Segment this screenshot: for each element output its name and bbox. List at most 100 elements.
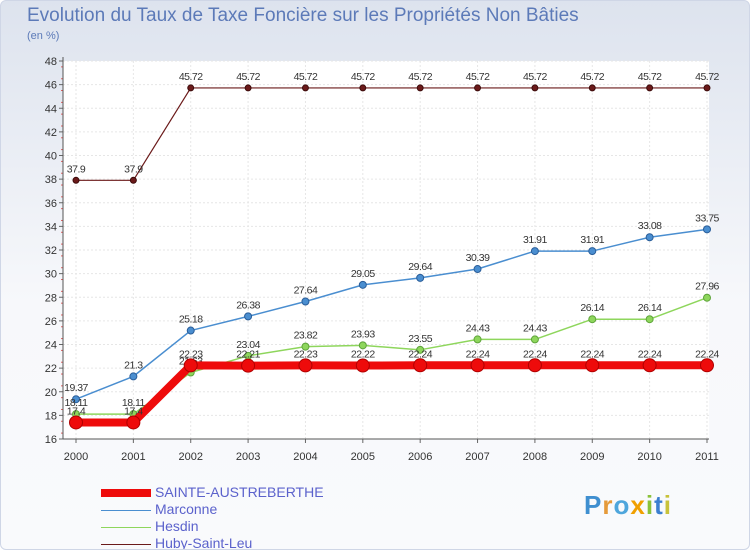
data-label-sainte-austreberthe: 22.21 — [236, 349, 260, 361]
x-tick-label: 2002 — [178, 451, 202, 463]
data-label-hesdin: 24.43 — [523, 322, 547, 334]
data-label-marconne: 31.91 — [580, 234, 604, 246]
data-label-hesdin: 27.96 — [695, 281, 719, 293]
data-label-marconne: 27.64 — [294, 285, 318, 297]
data-point-sainte-austreberthe — [241, 358, 256, 373]
series-line-huby-saint-leu — [76, 87, 707, 181]
y-tick-label: 48 — [45, 56, 57, 68]
series-line-marconne — [75, 228, 708, 400]
brand-letter: i — [645, 490, 655, 520]
data-label-sainte-austreberthe: 22.24 — [523, 348, 547, 360]
data-label-huby-saint-leu: 45.72 — [179, 71, 203, 83]
y-tick-label: 46 — [45, 80, 57, 92]
data-label-marconne: 21.3 — [124, 359, 143, 371]
data-point-sainte-austreberthe — [126, 415, 141, 430]
data-label-hesdin: 23.93 — [351, 328, 375, 340]
data-point-huby-saint-leu — [588, 84, 596, 92]
data-point-marconne — [129, 372, 138, 381]
data-label-sainte-austreberthe: 22.22 — [351, 349, 375, 361]
data-point-huby-saint-leu — [187, 84, 195, 92]
data-label-sainte-austreberthe: 22.23 — [294, 348, 318, 360]
legend-label-hesdin: Hesdin — [155, 518, 199, 534]
data-point-hesdin — [416, 345, 425, 354]
data-point-huby-saint-leu — [474, 84, 482, 92]
brand-letter: t — [654, 490, 664, 520]
y-tick-label: 32 — [45, 245, 57, 257]
data-label-hesdin: 18.11 — [65, 397, 89, 409]
data-point-sainte-austreberthe — [183, 358, 198, 373]
x-tick-label: 2003 — [236, 451, 260, 463]
data-label-marconne: 29.64 — [408, 261, 432, 273]
data-point-huby-saint-leu — [129, 176, 137, 184]
y-tick-label: 28 — [45, 292, 57, 304]
legend-swatch-huby-saint-leu — [101, 544, 151, 545]
x-tick-label: 2010 — [637, 451, 661, 463]
data-point-sainte-austreberthe — [69, 415, 83, 430]
brand-letter: i — [663, 490, 672, 520]
y-tick-label: 38 — [45, 174, 57, 186]
data-point-huby-saint-leu — [301, 84, 309, 92]
data-label-hesdin: 23.04 — [236, 339, 260, 351]
data-label-huby-saint-leu: 45.72 — [523, 71, 547, 83]
data-point-sainte-austreberthe — [355, 358, 370, 373]
y-tick-label: 16 — [45, 434, 57, 446]
x-tick-label: 2006 — [408, 451, 432, 463]
data-label-sainte-austreberthe: 22.23 — [179, 348, 203, 360]
data-label-huby-saint-leu: 45.72 — [351, 71, 375, 83]
data-point-marconne — [301, 297, 310, 306]
data-label-sainte-austreberthe: 22.24 — [408, 348, 432, 360]
data-point-huby-saint-leu — [359, 84, 367, 92]
data-point-hesdin — [301, 342, 310, 351]
data-label-huby-saint-leu: 45.72 — [695, 71, 719, 83]
data-label-sainte-austreberthe: 22.24 — [695, 348, 719, 360]
legend-swatch-marconne — [101, 510, 151, 511]
data-label-marconne: 33.08 — [638, 220, 662, 232]
data-point-sainte-austreberthe — [642, 358, 657, 373]
data-point-marconne — [186, 326, 195, 335]
y-tick-label: 26 — [45, 316, 57, 328]
x-tick-label: 2005 — [351, 451, 375, 463]
data-point-marconne — [72, 395, 80, 404]
data-label-huby-saint-leu: 45.72 — [408, 71, 432, 83]
data-point-hesdin — [703, 293, 711, 302]
brand-logo: Proxiti — [584, 490, 672, 521]
data-label-marconne: 33.75 — [695, 212, 719, 224]
data-label-sainte-austreberthe: 17.4 — [67, 405, 86, 417]
legend-label-huby-saint-leu: Huby-Saint-Leu — [155, 535, 253, 550]
data-point-hesdin — [358, 341, 367, 350]
data-point-hesdin — [473, 335, 482, 344]
y-tick-label: 24 — [45, 340, 57, 352]
chart-subtitle: (en %) — [27, 30, 60, 42]
series-line-sainte-austreberthe — [76, 361, 707, 427]
data-point-huby-saint-leu — [531, 84, 539, 92]
data-point-marconne — [588, 247, 597, 256]
x-tick-label: 2000 — [64, 451, 88, 463]
data-label-huby-saint-leu: 45.72 — [638, 71, 662, 83]
legend-label-sainte-austreberthe: SAINTE-AUSTREBERTHE — [155, 484, 324, 500]
data-label-hesdin: 18.11 — [122, 397, 146, 409]
brand-letter: P — [584, 490, 603, 520]
data-point-huby-saint-leu — [244, 84, 252, 92]
y-tick-label: 36 — [45, 198, 57, 210]
data-point-huby-saint-leu — [72, 176, 80, 184]
data-point-sainte-austreberthe — [700, 358, 714, 373]
plot-area — [63, 61, 709, 439]
data-point-hesdin — [530, 335, 539, 344]
data-point-sainte-austreberthe — [413, 358, 428, 373]
data-point-huby-saint-leu — [646, 84, 654, 92]
chart-title: Evolution du Taux de Taxe Foncière sur l… — [27, 5, 579, 26]
x-tick-label: 2001 — [121, 451, 145, 463]
data-point-marconne — [530, 247, 539, 256]
x-tick-label: 2009 — [580, 451, 604, 463]
data-label-sainte-austreberthe: 22.24 — [466, 348, 490, 360]
data-label-huby-saint-leu: 45.72 — [236, 71, 260, 83]
brand-letter: o — [613, 490, 631, 520]
x-tick-label: 2007 — [465, 451, 489, 463]
data-label-sainte-austreberthe: 17.4 — [124, 405, 143, 417]
data-label-hesdin: 23.55 — [408, 333, 432, 345]
data-label-marconne: 26.38 — [236, 299, 260, 311]
data-label-huby-saint-leu: 37.9 — [67, 163, 86, 175]
legend-swatch-hesdin — [101, 527, 151, 528]
